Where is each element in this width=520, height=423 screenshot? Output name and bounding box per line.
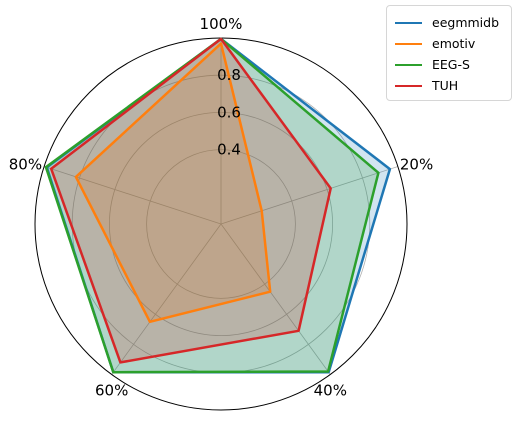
legend: eegmmidb emotiv EEG-S TUH — [386, 5, 512, 101]
legend-label: EEG-S — [432, 57, 470, 72]
spoke-line — [220, 166, 399, 225]
angular-tick-label: 80% — [9, 156, 42, 174]
angular-tick-label: 100% — [200, 15, 243, 33]
legend-label: TUH — [432, 78, 459, 93]
series-fill — [51, 38, 331, 363]
legend-label: emotiv — [432, 36, 476, 51]
legend-item: TUH — [395, 75, 505, 96]
angular-tick-label: 40% — [314, 381, 347, 399]
legend-swatch — [395, 63, 422, 66]
legend-swatch — [395, 21, 422, 24]
legend-swatch — [395, 42, 422, 45]
legend-item: EEG-S — [395, 54, 505, 75]
series-line — [49, 37, 332, 364]
radial-tick-label: 0.8 — [217, 66, 241, 84]
radial-tick-label: 0.6 — [217, 103, 241, 121]
spoke-line — [111, 223, 222, 375]
series-fill — [75, 43, 271, 322]
label-layer: 0.4 0.6 0.8 100% 20% 40% 60% 80% — [9, 15, 433, 399]
angular-tick-label: 20% — [400, 156, 433, 174]
legend-item: eegmmidb — [395, 12, 505, 33]
legend-label: eegmmidb — [432, 15, 500, 30]
spoke-line — [43, 166, 222, 225]
spoke-line — [220, 223, 331, 375]
angular-tick-label: 60% — [95, 381, 128, 399]
radial-tick-label: 0.4 — [217, 141, 241, 159]
series-line — [44, 37, 380, 374]
legend-item: emotiv — [395, 33, 505, 54]
series-line — [74, 42, 272, 324]
legend-swatch — [395, 84, 422, 87]
series-fill — [45, 38, 379, 373]
series-layer — [44, 37, 392, 374]
